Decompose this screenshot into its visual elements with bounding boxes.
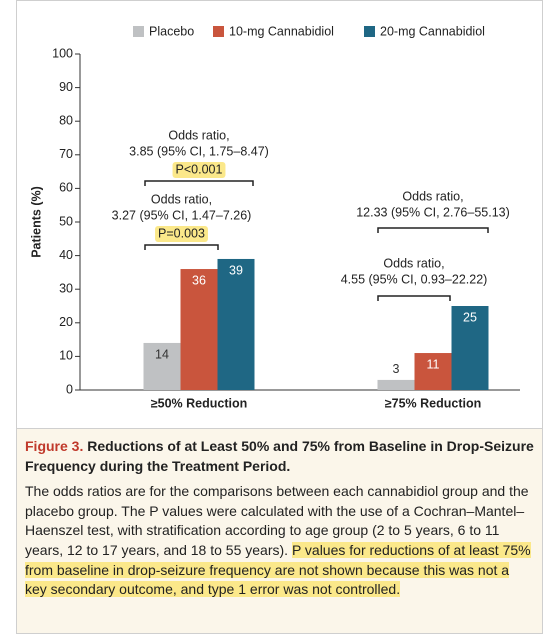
caption-text: The odds ratios are for the comparisons … — [25, 483, 529, 558]
value-label: 36 — [192, 273, 206, 287]
y-tick-label: 80 — [59, 113, 73, 127]
annotation-text: Odds ratio, — [151, 192, 212, 206]
x-tick-label: ≥50% Reduction — [151, 396, 247, 410]
annotation-text: 3.85 (95% CI, 1.75–8.47) — [129, 144, 269, 158]
y-tick-label: 50 — [59, 214, 73, 228]
annotation-text: 3.27 (95% CI, 1.47–7.26) — [112, 208, 252, 222]
annotation-text: 12.33 (95% CI, 2.76–55.13) — [356, 205, 510, 219]
y-tick-label: 100 — [52, 46, 73, 60]
x-tick-label: ≥75% Reduction — [385, 396, 481, 410]
y-tick-label: 0 — [66, 382, 73, 396]
legend-label: 20-mg Cannabidiol — [380, 24, 485, 38]
chart: Patients (%) 0 10 20 30 40 50 60 70 80 90 100 Place… — [29, 24, 520, 410]
caption: Figure 3. Reductions of at Least 50% and… — [17, 428, 542, 633]
y-tick-label: 30 — [59, 281, 73, 295]
bar — [414, 353, 452, 390]
p-highlight — [172, 162, 226, 178]
bar — [143, 342, 181, 390]
p-value: P=0.003 — [158, 226, 205, 240]
value-label: 14 — [155, 347, 169, 361]
bracket — [377, 227, 489, 233]
p-highlight — [155, 226, 208, 242]
caption-head: Figure 3. Reductions of at Least 50% and… — [25, 437, 534, 476]
figure-frame — [16, 0, 543, 634]
bracket — [144, 244, 219, 250]
legend-label: 10-mg Cannabidiol — [229, 24, 334, 38]
bracket — [377, 295, 451, 301]
legend-swatch — [213, 26, 224, 37]
y-tick-label: 90 — [59, 80, 73, 94]
y-tick-label: 70 — [59, 147, 73, 161]
bar — [180, 269, 218, 390]
p-value: P<0.001 — [176, 162, 223, 176]
annotation-text: Odds ratio, — [168, 128, 229, 142]
caption-body: The odds ratios are for the comparisons … — [25, 482, 534, 600]
annotation-text: Odds ratio, — [383, 256, 444, 270]
value-label: 3 — [393, 362, 400, 376]
y-tick-label: 20 — [59, 315, 73, 329]
bar — [217, 258, 255, 390]
y-tick-label: 40 — [59, 248, 73, 262]
legend-label: Placebo — [149, 24, 194, 38]
y-tick-label: 60 — [59, 181, 73, 195]
value-label: 11 — [427, 357, 440, 371]
caption-label: Figure 3. — [25, 438, 84, 454]
annotation-text: Odds ratio, — [402, 189, 463, 203]
value-label: 39 — [229, 263, 243, 277]
y-axis-label: Patients (%) — [29, 186, 43, 258]
y-tick-label: 10 — [59, 349, 73, 363]
legend-swatch — [364, 26, 375, 37]
caption-title: Reductions of at Least 50% and 75% from … — [25, 438, 534, 474]
value-label: 25 — [463, 310, 477, 324]
annotation-text: 4.55 (95% CI, 0.93–22.22) — [341, 272, 488, 286]
bar — [377, 379, 415, 390]
bar — [451, 306, 489, 390]
bracket — [144, 180, 254, 186]
legend-swatch — [133, 26, 144, 37]
